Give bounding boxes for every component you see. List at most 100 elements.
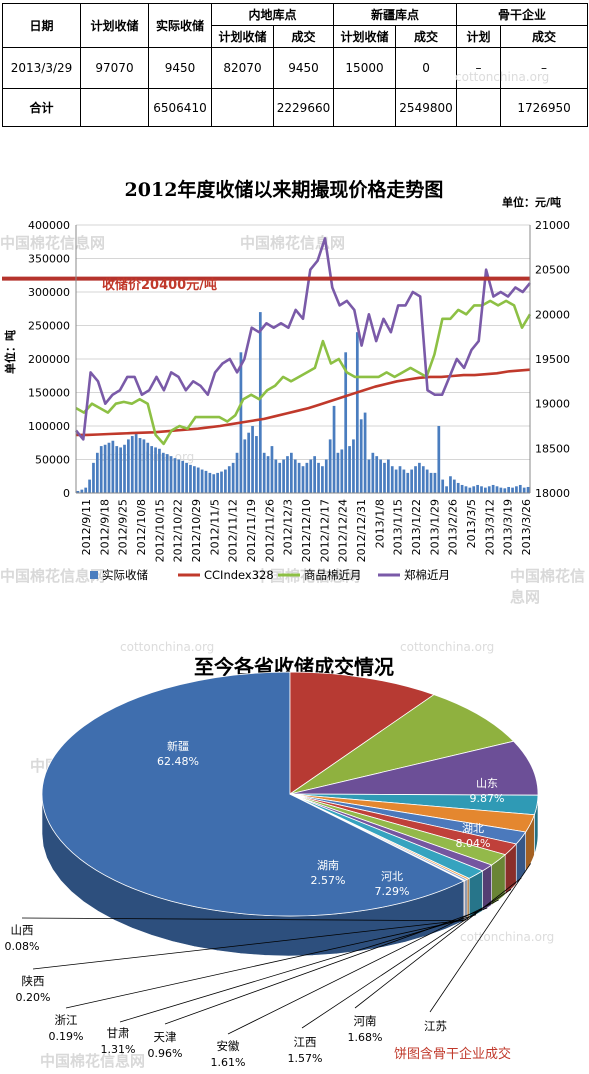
legend-label: 郑棉近月: [404, 568, 450, 582]
bar: [282, 459, 285, 493]
bar: [375, 456, 379, 493]
x-tick-label: 2012/11/5: [208, 499, 221, 555]
bar: [441, 479, 445, 493]
pie-leader-line: [65, 918, 469, 1009]
x-tick-label: 2013/3/12: [483, 499, 496, 555]
bar: [468, 487, 472, 493]
bar: [266, 456, 270, 493]
bar: [146, 442, 150, 493]
bar: [383, 462, 386, 493]
x-tick-label: 2012/9/25: [117, 499, 130, 555]
bar: [418, 462, 421, 493]
header-xinjiang: 新疆库点: [333, 3, 458, 26]
pie-label: 甘肃: [107, 1026, 130, 1040]
bar: [371, 452, 375, 493]
cell-total-bb-plan: [456, 88, 502, 127]
pie-slice: [289, 740, 539, 796]
pie-slice-side: [463, 880, 466, 922]
bar: [134, 434, 138, 493]
left-tick-label: 200000: [28, 353, 70, 366]
chart-title: 2012年度收储以来期撮现价格走势图: [125, 178, 444, 201]
unit-label: 单位：元/吨: [502, 195, 561, 209]
cell-bb-plan: –: [456, 47, 502, 89]
bar: [290, 452, 293, 493]
cell-total-label: 合计: [2, 88, 81, 127]
bar: [394, 469, 398, 493]
cell-total-plan: [80, 88, 149, 127]
subheader-bb-deal: 成交: [500, 25, 589, 48]
bar: [115, 446, 119, 493]
pie-label: 江西: [294, 1035, 317, 1049]
header-actual: 实际收储: [148, 3, 212, 48]
pie-label: 山西: [11, 923, 34, 937]
right-tick-label: 18500: [535, 442, 570, 455]
pie-pct: 8.04%: [456, 837, 491, 850]
bar: [224, 469, 227, 493]
bar: [192, 466, 196, 493]
bar: [161, 452, 165, 493]
pie-pct: 62.48%: [157, 755, 199, 768]
cell-total-actual: 6506410: [148, 88, 212, 127]
bar: [227, 466, 231, 493]
price-trend-chart: 2012年度收储以来期撮现价格走势图 单位：元/吨 单位：吨 0 50000 100…: [2, 178, 570, 582]
bar: [247, 432, 251, 493]
bar: [460, 484, 464, 493]
bar: [208, 472, 212, 493]
bar: [243, 439, 247, 493]
cell-actual: 9450: [148, 47, 212, 89]
right-tick-label: 18000: [535, 487, 570, 500]
pie-pct: 0.08%: [5, 940, 40, 953]
x-tick-label: 2013/3/5: [465, 499, 478, 548]
x-tick-label: 2012/10/22: [172, 499, 185, 562]
left-tick-label: 0: [63, 487, 70, 500]
bar: [324, 459, 328, 493]
pie-pct: 0.20%: [16, 991, 51, 1004]
pie-pct: 9.87%: [470, 792, 505, 805]
bar: [363, 412, 367, 493]
pie-slice: [289, 671, 435, 795]
pie-label: 湖南: [317, 859, 339, 872]
legend-label: 实际收储: [102, 568, 148, 582]
bar: [258, 312, 262, 493]
bar: [158, 448, 161, 493]
pie-pct: 0.96%: [148, 1047, 183, 1060]
pie-pct: 1.31%: [101, 1043, 136, 1056]
left-tick-label: 100000: [28, 420, 70, 433]
left-tick-label: 300000: [28, 286, 70, 299]
right-tick-label: 21000: [535, 219, 570, 232]
x-tick-label: 2012/12/17: [318, 499, 331, 562]
bar: [526, 486, 530, 493]
pie-label: 山东: [476, 777, 498, 790]
bar: [503, 488, 507, 493]
bar: [487, 486, 491, 493]
left-tick-label: 50000: [35, 454, 70, 467]
bar: [421, 466, 425, 493]
x-tick-label: 2012/10/29: [190, 499, 203, 562]
header-inland: 内地库点: [210, 3, 335, 26]
pie-label: 江苏: [424, 1019, 447, 1033]
bar: [336, 452, 340, 493]
bar: [99, 446, 103, 493]
bar: [270, 446, 274, 493]
cell-total-bb-deal: 1726950: [500, 88, 589, 127]
bar: [452, 479, 456, 493]
x-tick-label: 2013/2/26: [447, 499, 460, 555]
province-pie-chart: 至今各省收储成交情况 新疆62.48%山东9.87%湖北8.04%河北7.29%…: [5, 655, 539, 1069]
subheader-inland-plan: 计划收储: [211, 25, 274, 48]
bar: [425, 469, 429, 493]
bar: [142, 439, 146, 493]
pie-pct: 7.29%: [375, 885, 410, 898]
bar: [150, 446, 154, 493]
pie-label: 陕西: [22, 974, 45, 988]
cell-inland-plan: 82070: [211, 47, 274, 89]
bar: [515, 486, 518, 493]
pie-label: 浙江: [55, 1013, 78, 1027]
bar: [476, 484, 479, 493]
pie-slice-side: [464, 878, 468, 921]
bar: [332, 405, 336, 493]
bar: [495, 486, 499, 493]
bar: [390, 466, 394, 493]
bar: [367, 459, 371, 493]
bar: [119, 447, 122, 493]
bar: [321, 466, 324, 493]
